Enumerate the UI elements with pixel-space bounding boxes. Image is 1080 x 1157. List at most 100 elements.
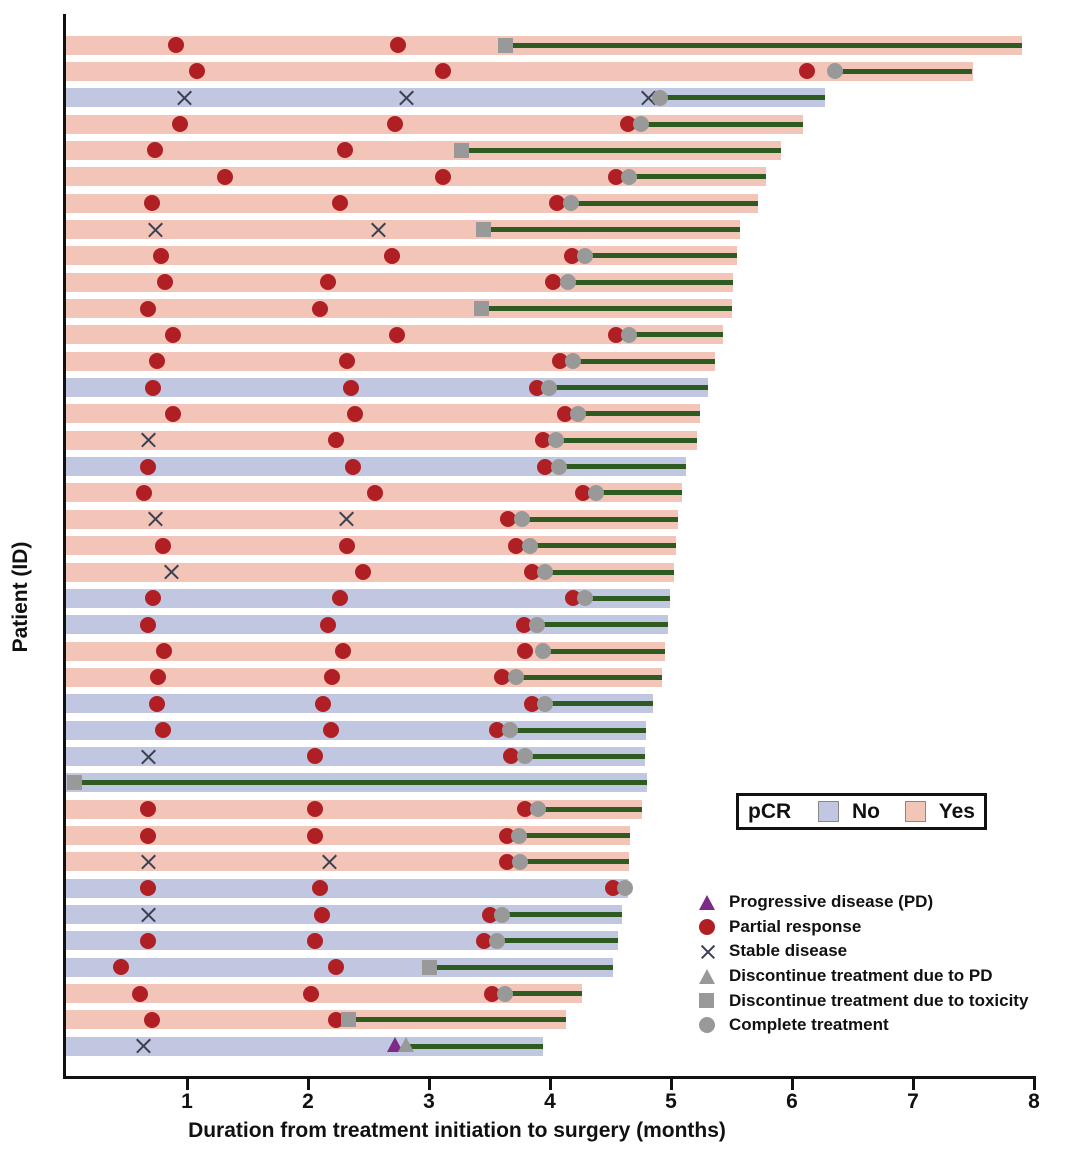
pcr-no-label: No xyxy=(851,799,880,823)
complete-treatment-marker xyxy=(565,353,582,370)
patient-bar xyxy=(66,299,732,318)
partial-response-marker xyxy=(344,458,361,475)
partial-response-marker xyxy=(132,985,149,1002)
legend-item: Progressive disease (PD) xyxy=(697,890,1028,915)
patient-bar xyxy=(66,167,766,187)
complete-treatment-marker xyxy=(497,985,514,1002)
treatment-line xyxy=(585,253,737,259)
stable-disease-marker xyxy=(369,220,388,239)
patient-bar xyxy=(66,878,628,898)
treatment-line xyxy=(496,938,618,944)
stable-disease-marker xyxy=(139,852,158,871)
y-axis-line xyxy=(63,14,66,1079)
legend-item: Discontinue treatment due to PD xyxy=(697,964,1028,989)
x-tick-label: 6 xyxy=(786,1090,798,1113)
partial-response-marker xyxy=(140,458,157,475)
partial-response-marker xyxy=(335,643,352,660)
patient-bar xyxy=(66,61,973,81)
partial-response-marker xyxy=(481,906,498,923)
legend-item-label: Progressive disease (PD) xyxy=(729,892,934,912)
partial-response-marker xyxy=(605,880,622,897)
stable-disease-marker xyxy=(146,220,165,239)
treatment-line xyxy=(578,411,701,417)
treatment-line xyxy=(545,701,654,707)
complete-treatment-marker xyxy=(577,247,594,264)
treatment-line xyxy=(558,464,686,470)
complete-treatment-marker xyxy=(620,326,637,343)
complete-treatment-marker xyxy=(548,432,565,449)
complete-treatment-marker xyxy=(537,695,554,712)
complete-treatment-marker xyxy=(488,932,505,949)
patient-bar xyxy=(66,1036,543,1056)
partial-response-marker xyxy=(307,932,324,949)
patient-bar xyxy=(66,457,686,477)
partial-response-marker xyxy=(516,801,533,818)
complete-treatment-marker xyxy=(620,168,637,185)
complete-treatment-marker xyxy=(510,827,527,844)
treatment-line xyxy=(536,622,668,628)
treatment-line xyxy=(481,306,732,311)
x-tick xyxy=(791,1079,794,1090)
partial-response-marker xyxy=(157,274,174,291)
partial-response-marker xyxy=(150,669,167,686)
treatment-line xyxy=(628,174,766,180)
partial-response-marker xyxy=(342,379,359,396)
partial-response-marker xyxy=(145,590,162,607)
patient-bar xyxy=(66,588,670,608)
legend-item-label: Partial response xyxy=(729,916,862,936)
treatment-line xyxy=(545,569,674,575)
treatment-line xyxy=(510,727,646,733)
partial-response-marker xyxy=(112,959,129,976)
discontinue-toxicity-marker xyxy=(476,221,492,237)
treatment-line xyxy=(568,279,733,285)
treatment-line xyxy=(529,543,677,549)
partial-response-marker xyxy=(619,116,636,133)
partial-response-marker xyxy=(164,405,181,422)
legend-item: Complete treatment xyxy=(697,1013,1028,1038)
legend-item-label: Stable disease xyxy=(729,941,848,961)
partial-response-marker xyxy=(152,247,169,264)
complete-treatment-marker xyxy=(514,511,531,528)
partial-response-marker xyxy=(389,37,406,53)
partial-response-marker xyxy=(145,379,162,396)
partial-response-marker xyxy=(338,353,355,370)
treatment-line xyxy=(585,595,670,601)
partial-response-marker xyxy=(319,274,336,291)
partial-response-marker xyxy=(499,511,516,528)
complete-treatment-marker xyxy=(521,537,538,554)
x-tick xyxy=(307,1079,310,1090)
partial-response-marker xyxy=(534,432,551,449)
treatment-line xyxy=(429,964,614,970)
partial-response-marker xyxy=(148,353,165,370)
partial-response-marker xyxy=(347,405,364,422)
pcr-legend-title: pCR xyxy=(748,799,792,823)
stable-disease-marker xyxy=(139,747,158,766)
treatment-line xyxy=(501,912,622,918)
stable-disease-marker xyxy=(320,852,339,871)
partial-response-marker xyxy=(556,405,573,422)
complete-treatment-marker xyxy=(508,669,525,686)
complete-treatment-marker xyxy=(511,853,528,870)
partial-response-marker xyxy=(148,695,165,712)
treatment-line xyxy=(516,674,662,680)
partial-response-marker xyxy=(140,932,157,949)
x-tick xyxy=(670,1079,673,1090)
partial-response-marker xyxy=(508,537,525,554)
pcr-yes-swatch xyxy=(904,801,926,822)
x-tick-label: 3 xyxy=(423,1090,435,1113)
partial-response-marker xyxy=(498,827,515,844)
discontinue-pd-marker xyxy=(699,968,715,984)
stable-disease-marker xyxy=(699,942,717,960)
partial-response-marker xyxy=(319,616,336,633)
patient-bar xyxy=(66,88,825,108)
legend-item: Discontinue treatment due to toxicity xyxy=(697,988,1028,1013)
complete-treatment-marker xyxy=(550,458,567,475)
partial-response-marker xyxy=(544,274,561,291)
discontinue-toxicity-marker xyxy=(454,142,470,158)
legend-item: Stable disease xyxy=(697,939,1028,964)
partial-response-marker xyxy=(324,669,341,686)
complete-treatment-marker xyxy=(534,643,551,660)
partial-response-marker xyxy=(140,616,157,633)
partial-response-marker xyxy=(156,643,173,660)
